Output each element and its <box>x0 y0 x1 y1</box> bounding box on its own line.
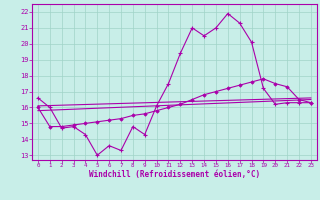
X-axis label: Windchill (Refroidissement éolien,°C): Windchill (Refroidissement éolien,°C) <box>89 170 260 179</box>
